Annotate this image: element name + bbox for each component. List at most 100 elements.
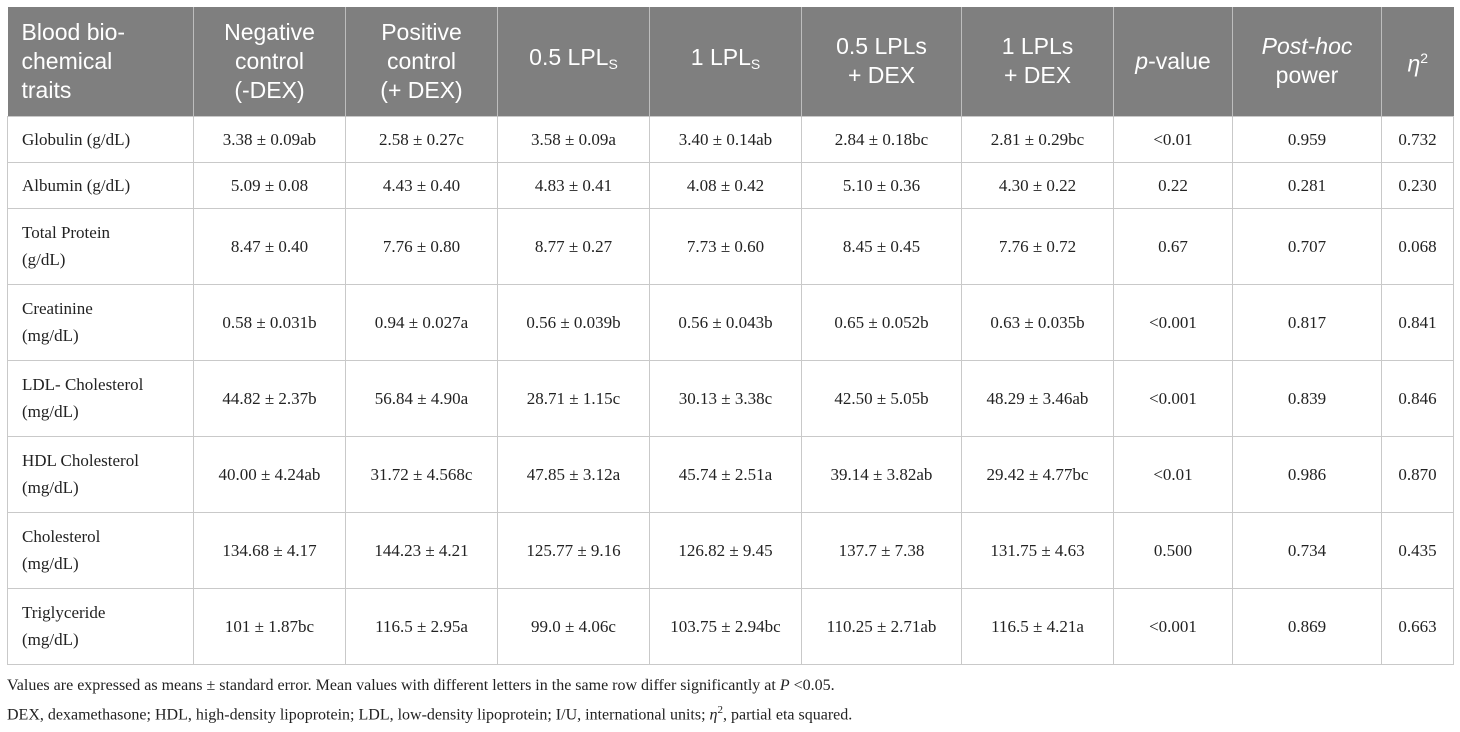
trait-label: Triglyceride <box>22 603 106 622</box>
cell-positive-control: 2.58 ± 0.27c <box>345 115 498 163</box>
cell-negative-control: 8.47 ± 0.40 <box>193 207 346 285</box>
cell-positive-control: 56.84 ± 4.90a <box>345 359 498 437</box>
cell-1-lpls: 45.74 ± 2.51a <box>649 435 802 513</box>
trait-label: Globulin (g/dL) <box>22 129 131 149</box>
table-row: Creatinine (mg/dL) 0.58 ± 0.031b 0.94 ± 0.0… <box>7 283 1454 361</box>
cell-negative-control: 3.38 ± 0.09ab <box>193 115 346 163</box>
footnote-values: Values are expressed as means ± standard… <box>7 676 835 694</box>
cell-eta-squared: 0.663 <box>1381 587 1454 665</box>
cell-negative-control: 5.09 ± 0.08 <box>193 161 346 209</box>
table-row: HDL Cholesterol (mg/dL) 40.00 ± 4.24ab 31.7… <box>7 435 1454 513</box>
cell-0.5-lpls: 99.0 ± 4.06c <box>497 587 650 665</box>
table-container: Blood bio-chemical traits Negative control… <box>7 7 1454 727</box>
header-1-lpls-dex: 1 LPLs + DEX <box>961 7 1114 116</box>
trait-cell: Cholesterol (mg/dL) <box>7 511 194 589</box>
cell-eta-squared: 0.841 <box>1381 283 1454 361</box>
cell-1-lpls: 126.82 ± 9.45 <box>649 511 802 589</box>
cell-1-lpls: 7.73 ± 0.60 <box>649 207 802 285</box>
cell-1-lpls-dex: 7.76 ± 0.72 <box>961 207 1114 285</box>
cell-negative-control: 134.68 ± 4.17 <box>193 511 346 589</box>
trait-cell: Triglyceride (mg/dL) <box>7 587 194 665</box>
cell-negative-control: 40.00 ± 4.24ab <box>193 435 346 513</box>
cell-positive-control: 31.72 ± 4.568c <box>345 435 498 513</box>
header-0.5-lpls: 0.5 LPLS <box>497 7 650 116</box>
cell-1-lpls-dex: 0.63 ± 0.035b <box>961 283 1114 361</box>
trait-cell: HDL Cholesterol (mg/dL) <box>7 435 194 513</box>
trait-cell: Creatinine (mg/dL) <box>7 283 194 361</box>
trait-cell: Globulin (g/dL) <box>7 115 194 163</box>
cell-p-value: <0.001 <box>1113 359 1233 437</box>
cell-0.5-lpls-dex: 39.14 ± 3.82ab <box>801 435 962 513</box>
cell-1-lpls: 0.56 ± 0.043b <box>649 283 802 361</box>
cell-0.5-lpls-dex: 110.25 ± 2.71ab <box>801 587 962 665</box>
trait-label: (mg/dL) <box>22 402 79 421</box>
cell-0.5-lpls-dex: 5.10 ± 0.36 <box>801 161 962 209</box>
trait-label: Albumin (g/dL) <box>22 175 131 195</box>
trait-label: Cholesterol <box>22 527 101 546</box>
cell-eta-squared: 0.435 <box>1381 511 1454 589</box>
cell-post-hoc-power: 0.839 <box>1232 359 1382 437</box>
cell-0.5-lpls-dex: 137.7 ± 7.38 <box>801 511 962 589</box>
cell-p-value: 0.22 <box>1113 161 1233 209</box>
trait-label: (mg/dL) <box>22 478 79 497</box>
trait-label: Total Protein <box>22 223 111 242</box>
cell-0.5-lpls: 0.56 ± 0.039b <box>497 283 650 361</box>
cell-positive-control: 0.94 ± 0.027a <box>345 283 498 361</box>
cell-0.5-lpls: 125.77 ± 9.16 <box>497 511 650 589</box>
cell-positive-control: 144.23 ± 4.21 <box>345 511 498 589</box>
table-row: Triglyceride (mg/dL) 101 ± 1.87bc 116.5 ± 2… <box>7 587 1454 665</box>
cell-1-lpls-dex: 131.75 ± 4.63 <box>961 511 1114 589</box>
cell-p-value: <0.001 <box>1113 587 1233 665</box>
trait-label: LDL- Cholesterol <box>22 375 144 394</box>
cell-0.5-lpls: 28.71 ± 1.15c <box>497 359 650 437</box>
table-row: LDL- Cholesterol (mg/dL) 44.82 ± 2.37b 56.8… <box>7 359 1454 437</box>
header-p-value: p-value <box>1113 7 1233 116</box>
cell-p-value: <0.001 <box>1113 283 1233 361</box>
cell-negative-control: 44.82 ± 2.37b <box>193 359 346 437</box>
table-row: Albumin (g/dL) 5.09 ± 0.08 4.43 ± 0.40 4.83… <box>7 161 1454 209</box>
cell-1-lpls-dex: 116.5 ± 4.21a <box>961 587 1114 665</box>
table-row: Globulin (g/dL) 3.38 ± 0.09ab 2.58 ± 0.27c… <box>7 115 1454 163</box>
cell-0.5-lpls-dex: 2.84 ± 0.18bc <box>801 115 962 163</box>
cell-post-hoc-power: 0.734 <box>1232 511 1382 589</box>
cell-eta-squared: 0.870 <box>1381 435 1454 513</box>
cell-negative-control: 0.58 ± 0.031b <box>193 283 346 361</box>
cell-1-lpls: 103.75 ± 2.94bc <box>649 587 802 665</box>
cell-p-value: <0.01 <box>1113 115 1233 163</box>
cell-negative-control: 101 ± 1.87bc <box>193 587 346 665</box>
cell-0.5-lpls-dex: 0.65 ± 0.052b <box>801 283 962 361</box>
cell-positive-control: 4.43 ± 0.40 <box>345 161 498 209</box>
trait-label: Creatinine <box>22 299 93 318</box>
cell-1-lpls-dex: 4.30 ± 0.22 <box>961 161 1114 209</box>
header-eta-squared: η2 <box>1381 7 1454 116</box>
table-row: Cholesterol (mg/dL) 134.68 ± 4.17 144.23 ± … <box>7 511 1454 589</box>
footnote-abbreviations: DEX, dexamethasone; HDL, high-density li… <box>7 703 853 723</box>
cell-0.5-lpls-dex: 42.50 ± 5.05b <box>801 359 962 437</box>
cell-post-hoc-power: 0.281 <box>1232 161 1382 209</box>
trait-label: (mg/dL) <box>22 326 79 345</box>
trait-cell: LDL- Cholesterol (mg/dL) <box>7 359 194 437</box>
footnotes: Values are expressed as means ± standard… <box>7 673 1453 727</box>
cell-1-lpls: 30.13 ± 3.38c <box>649 359 802 437</box>
cell-positive-control: 7.76 ± 0.80 <box>345 207 498 285</box>
trait-label: (mg/dL) <box>22 630 79 649</box>
cell-eta-squared: 0.846 <box>1381 359 1454 437</box>
cell-post-hoc-power: 0.959 <box>1232 115 1382 163</box>
cell-post-hoc-power: 0.817 <box>1232 283 1382 361</box>
trait-label: (mg/dL) <box>22 554 79 573</box>
cell-1-lpls: 3.40 ± 0.14ab <box>649 115 802 163</box>
cell-p-value: 0.500 <box>1113 511 1233 589</box>
cell-eta-squared: 0.068 <box>1381 207 1454 285</box>
cell-0.5-lpls: 8.77 ± 0.27 <box>497 207 650 285</box>
header-1-lpls: 1 LPLS <box>649 7 802 116</box>
header-row: Blood bio-chemical traits Negative control… <box>7 7 1454 116</box>
cell-p-value: <0.01 <box>1113 435 1233 513</box>
cell-eta-squared: 0.230 <box>1381 161 1454 209</box>
cell-p-value: 0.67 <box>1113 207 1233 285</box>
header-traits: Blood bio-chemical traits <box>7 7 194 116</box>
cell-1-lpls-dex: 2.81 ± 0.29bc <box>961 115 1114 163</box>
cell-0.5-lpls: 3.58 ± 0.09a <box>497 115 650 163</box>
header-post-hoc-power: Post-hoc power <box>1232 7 1382 116</box>
table-row: Total Protein (g/dL) 8.47 ± 0.40 7.76 ± 0.8… <box>7 207 1454 285</box>
cell-post-hoc-power: 0.986 <box>1232 435 1382 513</box>
